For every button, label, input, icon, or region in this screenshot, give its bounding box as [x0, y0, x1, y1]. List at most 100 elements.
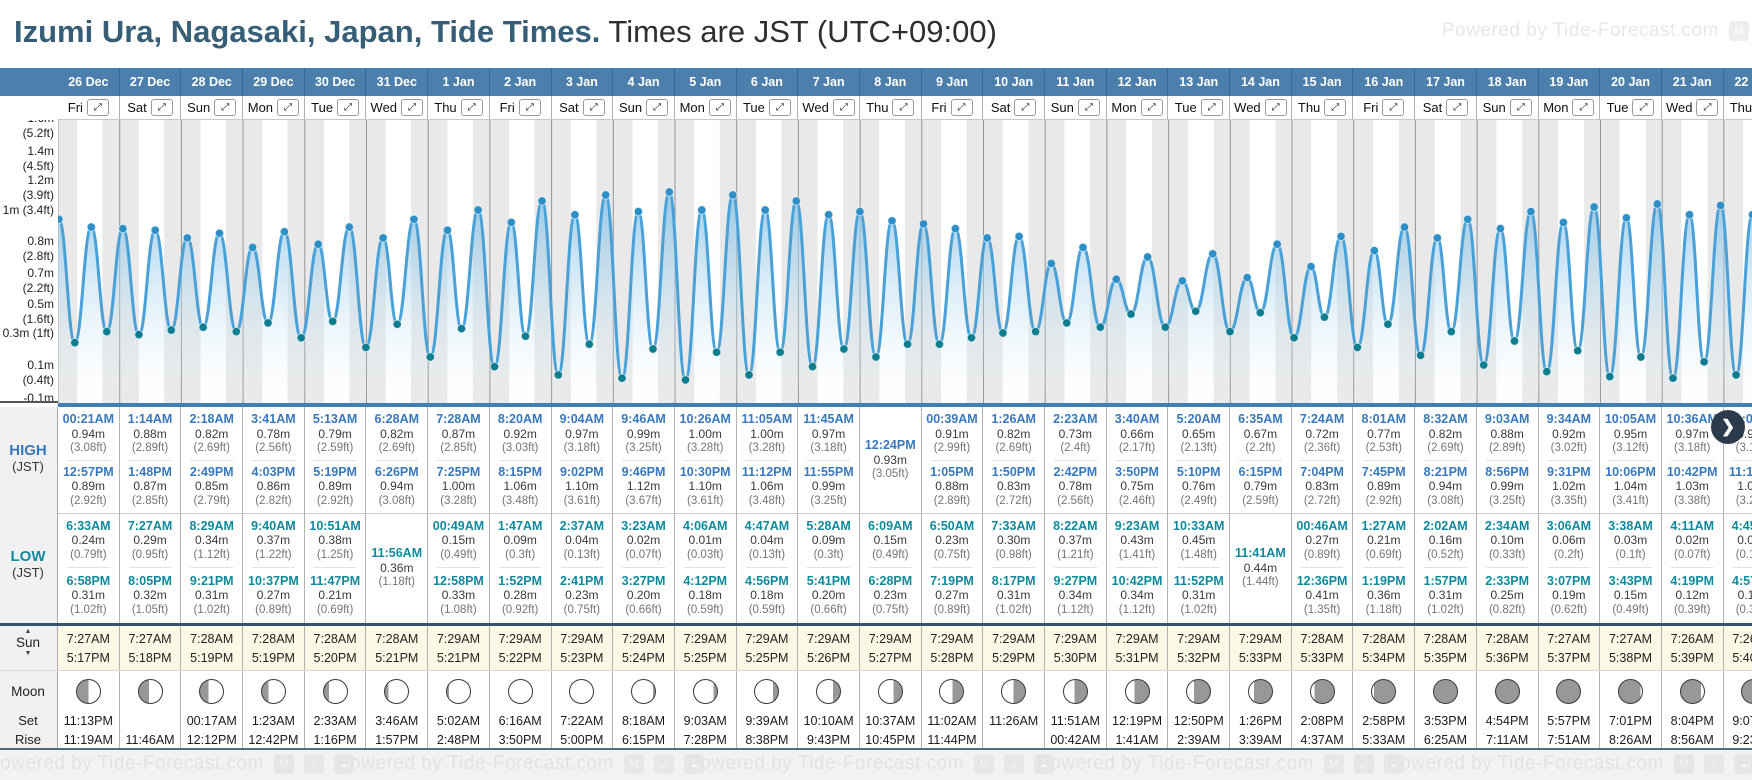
date-cell[interactable]: 31 Dec: [366, 68, 429, 96]
tide-entry-divider: [622, 567, 665, 569]
expand-day-button[interactable]: ⤢: [214, 99, 237, 116]
date-cell[interactable]: 5 Jan: [675, 68, 737, 96]
date-cell[interactable]: 10 Jan: [983, 68, 1045, 96]
date-cell[interactable]: 21 Jan: [1662, 68, 1724, 96]
expand-day-button[interactable]: ⤢: [1382, 99, 1405, 116]
tide-height-ft: (0.03ft): [687, 548, 724, 561]
moonrise-time: 1:16PM: [305, 730, 367, 749]
high-tide-cell: 2:18AM 0.82m (2.69ft) 2:49PM 0.85m (2.79ft): [181, 407, 244, 513]
expand-day-button[interactable]: ⤢: [1200, 99, 1223, 116]
sunrise-time: 7:29AM: [1053, 631, 1097, 646]
date-cell[interactable]: 1 Jan: [428, 68, 490, 96]
expand-day-button[interactable]: ⤢: [1324, 99, 1347, 116]
date-cell[interactable]: 2 Jan: [490, 68, 552, 96]
sun-cell: 7:26AM 5:39PM: [1662, 626, 1724, 670]
tide-entry: 7:24AM 0.72m (2.36ft): [1300, 412, 1344, 456]
tide-height-m: 0.66m: [1120, 426, 1154, 441]
date-cell[interactable]: 8 Jan: [860, 68, 922, 96]
tide-height-m: 0.76m: [1182, 479, 1216, 493]
moon-phase-icon: [137, 678, 163, 704]
expand-day-button[interactable]: ⤢: [150, 99, 173, 116]
date-cell[interactable]: 11 Jan: [1045, 68, 1107, 96]
date-cell[interactable]: 4 Jan: [613, 68, 675, 96]
tide-height-ft: (0.69ft): [316, 603, 354, 616]
date-cell[interactable]: 20 Jan: [1600, 68, 1662, 96]
tide-entry-divider: [1177, 459, 1220, 461]
expand-day-button[interactable]: ⤢: [1264, 99, 1287, 116]
date-cell[interactable]: 29 Dec: [243, 68, 305, 96]
high-tide-cell: 7:28AM 0.87m (2.85ft) 7:25PM 1.00m (3.28ft): [428, 407, 490, 513]
expand-day-button[interactable]: ⤢: [337, 99, 360, 116]
expand-day-button[interactable]: ⤢: [1509, 99, 1532, 116]
date-cell[interactable]: 12 Jan: [1107, 68, 1169, 96]
dow-label: Sun: [187, 100, 211, 115]
sun-cell: 7:29AM 5:28PM: [922, 626, 984, 670]
high-tide-time: 9:03AM: [1484, 412, 1530, 426]
set-row-label: Set: [18, 713, 38, 728]
sunrise-time: 7:29AM: [868, 631, 912, 646]
tide-entry: 11:56AM 0.36m (1.18ft): [371, 546, 422, 590]
expand-day-button[interactable]: ⤢: [892, 99, 915, 116]
expand-day-button[interactable]: ⤢: [86, 99, 109, 116]
low-tide-point: [1062, 318, 1072, 328]
expand-day-button[interactable]: ⤢: [1014, 99, 1037, 116]
date-cell[interactable]: 17 Jan: [1415, 68, 1477, 96]
expand-day-button[interactable]: ⤢: [460, 99, 483, 116]
tide-entry-divider: [1732, 567, 1752, 569]
date-cell[interactable]: 28 Dec: [181, 68, 244, 96]
expand-day-button[interactable]: ⤢: [1140, 99, 1163, 116]
tide-entry: 6:50AM 0.23m (0.75ft): [930, 519, 974, 563]
tide-curve-line: [58, 190, 1752, 382]
date-cell[interactable]: 26 Dec: [58, 68, 120, 96]
sun-cell: 7:29AM 5:29PM: [983, 626, 1045, 670]
expand-day-button[interactable]: ⤢: [832, 99, 855, 116]
expand-day-button[interactable]: ⤢: [518, 99, 541, 116]
date-cell[interactable]: 16 Jan: [1353, 68, 1416, 96]
expand-day-button[interactable]: ⤢: [708, 99, 731, 116]
date-cell[interactable]: 30 Dec: [305, 68, 367, 96]
expand-day-button[interactable]: ⤢: [1632, 99, 1655, 116]
low-tide-cell: 6:33AM 0.24m (0.79ft) 6:58PM 0.31m (1.02ft): [58, 513, 120, 623]
expand-day-button[interactable]: ⤢: [582, 99, 605, 116]
date-cell[interactable]: 14 Jan: [1230, 68, 1292, 96]
tide-height-ft: (3.28ft): [748, 442, 786, 454]
tide-curve-svg: [58, 120, 1752, 403]
expand-day-button[interactable]: ⤢: [1077, 99, 1100, 116]
high-tide-time: 1:26AM: [991, 412, 1036, 426]
tide-height-ft: (0.33ft): [1488, 548, 1526, 561]
date-cell[interactable]: 15 Jan: [1292, 68, 1354, 96]
date-cell[interactable]: 22 Jan: [1724, 68, 1752, 96]
date-cell[interactable]: 9 Jan: [922, 68, 984, 96]
expand-day-button[interactable]: ⤢: [1446, 99, 1469, 116]
date-cell[interactable]: 27 Dec: [120, 68, 182, 96]
date-cell[interactable]: 13 Jan: [1168, 68, 1231, 96]
date-cell[interactable]: 7 Jan: [798, 68, 860, 96]
moon-phase-icon: [1741, 678, 1752, 704]
sunset-time: 5:29PM: [992, 650, 1036, 665]
expand-day-button[interactable]: ⤢: [401, 99, 424, 116]
sun-cell: 7:29AM 5:24PM: [613, 626, 675, 670]
low-tide-time: 7:19PM: [930, 573, 974, 588]
sunrise-time: 7:29AM: [1238, 631, 1282, 646]
date-cell[interactable]: 18 Jan: [1477, 68, 1539, 96]
low-tide-time: 7:27AM: [127, 518, 173, 533]
expand-day-button[interactable]: ⤢: [646, 99, 669, 116]
date-cell[interactable]: 3 Jan: [552, 68, 614, 96]
expand-day-button[interactable]: ⤢: [1572, 99, 1595, 116]
sunrise-time: 7:27AM: [1547, 631, 1591, 646]
expand-day-button[interactable]: ⤢: [1696, 99, 1719, 116]
high-tide-cell: 10:36AM 0.97m (3.18ft) 10:42PM 1.03m (3.38ft): [1662, 407, 1724, 513]
tide-height-m: 1.06m: [503, 479, 537, 493]
expand-day-button[interactable]: ⤢: [950, 99, 973, 116]
watermark-top: Powered by Tide-Forecast.com M ⤸ ▲: [1442, 20, 1752, 42]
next-page-button[interactable]: ❯: [1711, 410, 1745, 444]
expand-day-button[interactable]: ⤢: [277, 99, 300, 116]
date-cell[interactable]: 19 Jan: [1539, 68, 1601, 96]
date-cell[interactable]: 6 Jan: [737, 68, 799, 96]
tide-entry-divider: [1424, 567, 1467, 569]
high-tide-time: 9:46AM: [621, 412, 666, 426]
expand-day-button[interactable]: ⤢: [768, 99, 791, 116]
dow-cell: Mon ⤢: [243, 96, 305, 120]
high-tide-time: 8:20AM: [497, 412, 543, 426]
sun-cell: 7:28AM 5:21PM: [366, 626, 429, 670]
